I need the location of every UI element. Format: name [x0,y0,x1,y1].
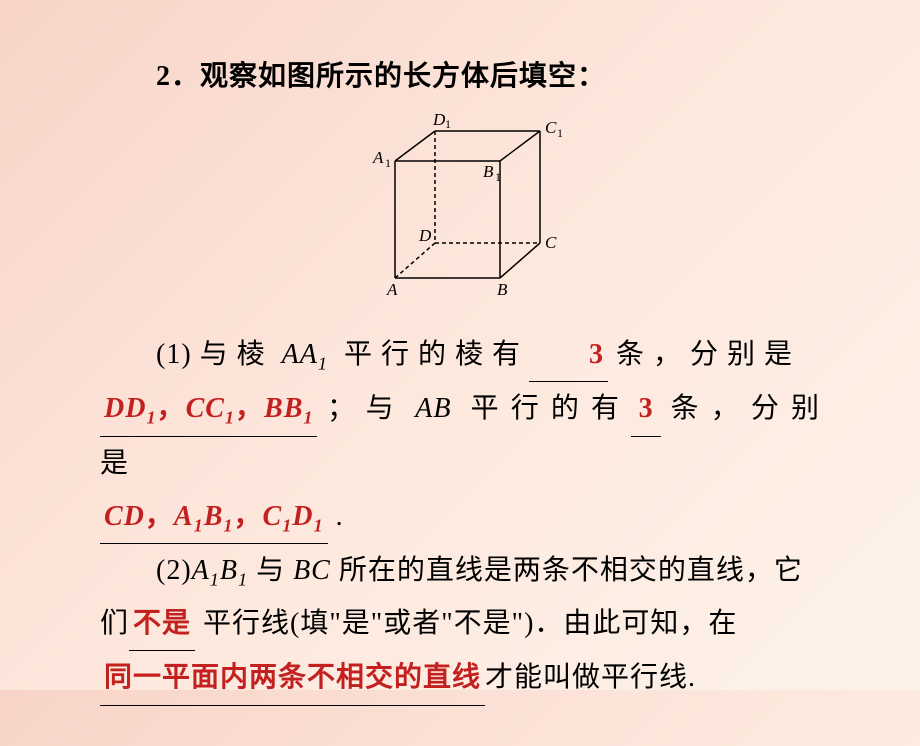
q2-prefix: (2) [156,555,192,586]
q1-edge1: AA1 [282,339,328,370]
cuboid-figure: D1 C1 A1 B1 D C A B [100,113,820,313]
q1-ans-a1b1: A1B1 [174,501,234,532]
q1-prefix: (1) 与 棱 [156,339,266,370]
q1-period: . [336,501,344,532]
q1-mid3: ； 与 [327,393,396,424]
q2-line2: 们不是 平行线(填"是"或者"不是")．由此可知，在 [100,597,820,651]
question-title: 2．观察如图所示的长方体后填空： [100,50,820,103]
q2-line3: 同一平面内两条不相交的直线才能叫做平行线. [100,651,820,705]
q2-a1b1: A1B1 [192,555,248,586]
svg-text:B: B [497,280,508,299]
q2-line1: (2)A1B1 与 BC 所在的直线是两条不相交的直线，它 [100,544,820,597]
q2-mid2-b: 们 [100,608,129,639]
q2-ans-no: 不是 [133,608,191,639]
q1-line3: CD，A1B1，C1D1 . [100,490,820,544]
q2-blank-cond: 同一平面内两条不相交的直线 [100,651,485,705]
q1-ans-c1d1: C1D1 [263,501,324,532]
svg-text:A: A [386,280,398,299]
q1-edge2: AB [415,393,451,424]
svg-text:1: 1 [495,170,501,184]
q1-mid2: 条 ， 分 别 是 [616,339,793,370]
svg-text:B: B [483,162,494,181]
svg-text:D: D [418,226,432,245]
q1-line1: (1) 与 棱 AA1 平 行 的 棱 有 3 条 ， 分 别 是 [100,328,820,382]
q2-ans-cond: 同一平面内两条不相交的直线 [104,662,481,693]
q1-blank1: 3 [529,328,608,382]
q1-blank2: 3 [631,382,661,436]
svg-text:1: 1 [557,126,563,140]
q1-ans-count1: 3 [589,339,604,370]
svg-text:1: 1 [385,156,391,170]
q1-blank-list1: DD1，CC1，BB1 [100,382,317,436]
q1-ans-count2: 3 [639,393,654,424]
cuboid-svg: D1 C1 A1 B1 D C A B [345,113,575,308]
q2-mid2-a: 所在的直线是两条不相交的直线，它 [339,555,803,586]
svg-text:1: 1 [445,117,451,131]
q1-mid4: 平 行 的 有 [471,393,622,424]
q1-ans-dd1: DD1 [104,393,157,424]
svg-text:C: C [545,233,557,252]
slide-content: 2．观察如图所示的长方体后填空： [0,0,920,746]
svg-text:C: C [545,118,557,137]
svg-text:A: A [372,148,384,167]
q1-line2: DD1，CC1，BB1 ； 与 AB 平 行 的 有 3 条 ， 分 别 是 [100,382,820,489]
q2-blank-no: 不是 [129,597,195,651]
q1-ans-bb1: BB1 [264,393,313,424]
q1-mid1: 平 行 的 棱 有 [344,339,521,370]
svg-text:D: D [432,113,446,129]
q1-ans-cd: CD [104,501,145,532]
q1-ans-cc1: CC1 [186,393,235,424]
q1-blank-list2: CD，A1B1，C1D1 [100,490,328,544]
q2-tail: 才能叫做平行线. [485,662,696,693]
q2-mid3: 平行线(填"是"或者"不是")．由此可知，在 [203,608,737,639]
q2-mid1: 与 [256,555,285,586]
q2-bc: BC [293,555,331,586]
